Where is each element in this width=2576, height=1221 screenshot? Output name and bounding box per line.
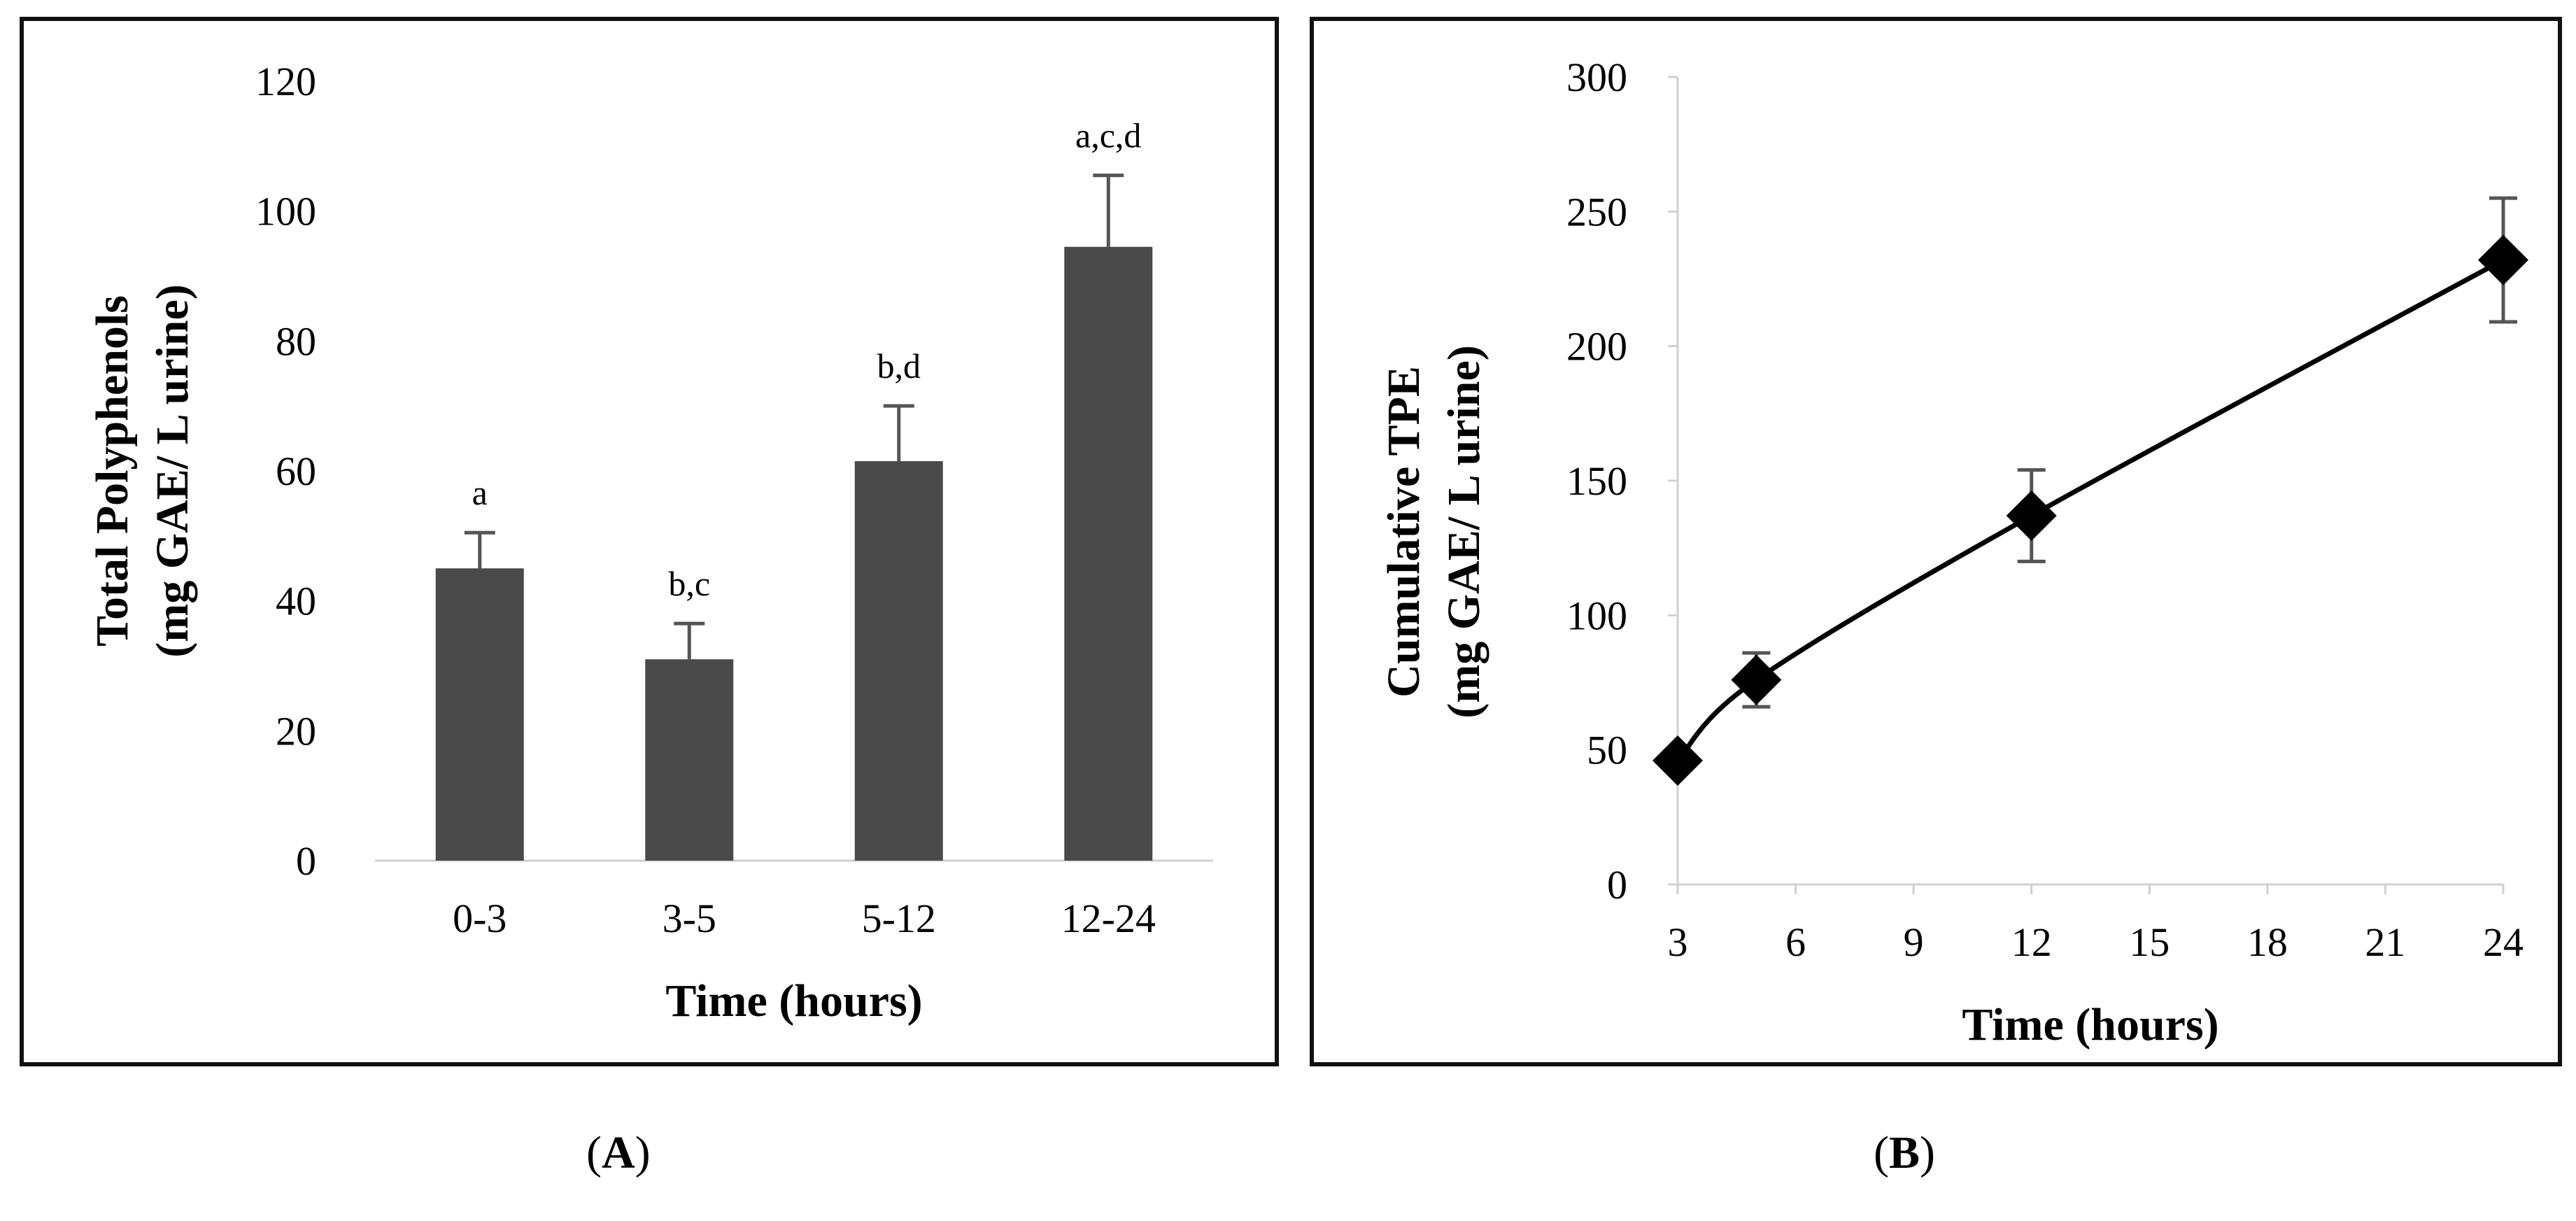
bar	[435, 568, 524, 861]
y-tick-label: 60	[276, 449, 316, 494]
data-point-diamond	[2006, 490, 2057, 542]
y-tick-label: 120	[255, 59, 316, 104]
x-tick-label: 21	[2365, 919, 2405, 965]
x-tick-label: 15	[2129, 919, 2170, 965]
significance-label: b,c	[668, 564, 710, 603]
x-tick-label: 12-24	[1061, 896, 1156, 941]
bar	[645, 659, 734, 861]
y-tick-label: 80	[276, 318, 316, 364]
y-axis-title-line1: Total Polyphenols	[87, 295, 138, 647]
panel-a: 0 20 40 60 80 100 120 a 0-3 b,c 3-5 b,d 5-12 a,c,d 12-…	[20, 17, 1279, 1066]
y-tick-label: 20	[276, 708, 316, 754]
panel-label-b: (B)	[1874, 1127, 1935, 1178]
y-tick-label: 0	[296, 838, 316, 884]
x-axis-title: Time (hours)	[665, 975, 922, 1026]
data-point-diamond	[2478, 234, 2528, 285]
y-tick-label: 300	[1566, 55, 1627, 100]
bar	[854, 461, 943, 861]
y-tick-label: 250	[1566, 189, 1627, 234]
y-tick-label: 40	[276, 579, 316, 624]
line-chart: 0 50 100 150 200 250 300 3 6 9 12 15 18 21 24 Time (hou…	[1378, 55, 2528, 1050]
data-point-diamond	[1653, 735, 1703, 786]
y-axis-title-line2: (mg GAE/ L urine)	[147, 284, 198, 658]
y-tick-label: 50	[1587, 728, 1627, 773]
data-point-diamond	[1731, 654, 1782, 705]
x-tick-label: 5-12	[862, 896, 936, 941]
y-tick-label: 150	[1566, 458, 1627, 504]
series-line	[1676, 257, 2505, 763]
y-axis-title-line2: (mg GAE/ L urine)	[1438, 345, 1489, 719]
x-axis-title: Time (hours)	[1962, 999, 2218, 1050]
y-tick-label: 100	[1566, 593, 1627, 638]
x-tick-label: 12	[2011, 919, 2052, 965]
bar-chart: 0 20 40 60 80 100 120 a 0-3 b,c 3-5 b,d 5-12 a,c,d 12-…	[87, 59, 1213, 1026]
x-tick-label: 6	[1785, 919, 1806, 965]
significance-label: b,d	[877, 346, 921, 386]
y-tick-label: 200	[1566, 324, 1627, 369]
panel-b: 0 50 100 150 200 250 300 3 6 9 12 15 18 21 24 Time (hou…	[1310, 17, 2562, 1066]
y-axis-title-line1: Cumulative TPE	[1378, 366, 1429, 698]
x-tick-label: 3-5	[663, 896, 716, 941]
y-tick-label: 100	[255, 189, 316, 234]
y-tick-label: 0	[1607, 862, 1627, 908]
x-tick-label: 0-3	[453, 896, 507, 941]
x-tick-label: 9	[1904, 919, 1924, 965]
x-tick-label: 18	[2247, 919, 2288, 965]
significance-label: a,c,d	[1075, 116, 1141, 155]
bar	[1064, 246, 1153, 861]
significance-label: a	[472, 473, 488, 512]
x-tick-label: 24	[2483, 919, 2524, 965]
panel-label-a: (A)	[586, 1127, 651, 1178]
x-tick-label: 3	[1668, 919, 1688, 965]
